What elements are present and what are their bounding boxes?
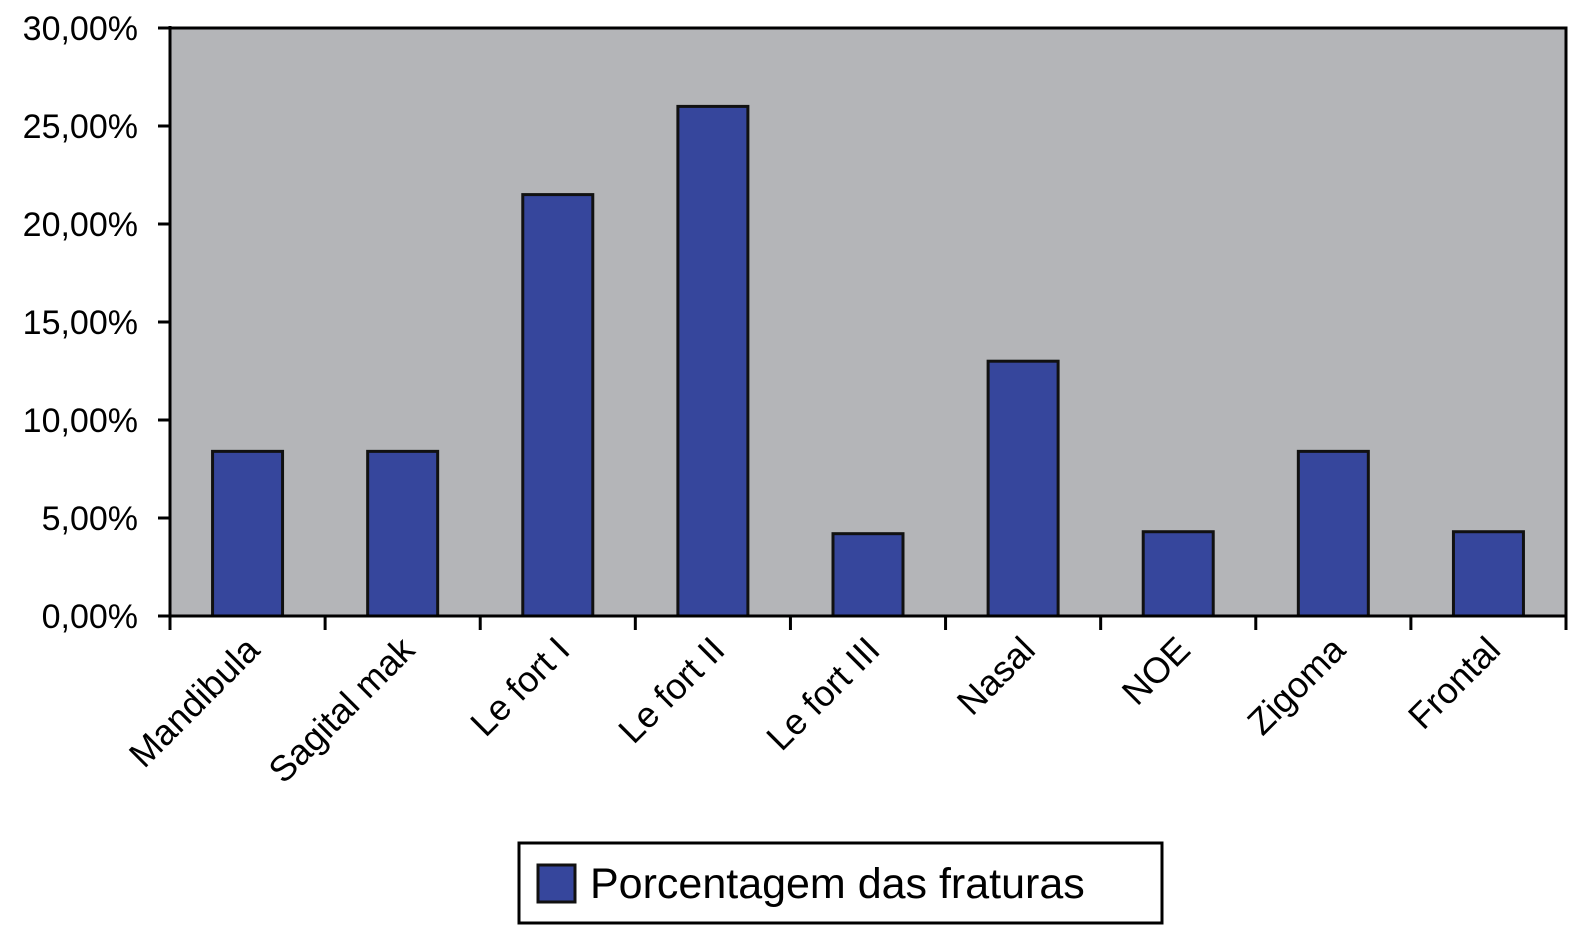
bar-nasal	[986, 359, 1060, 618]
x-tick-label: Nasal	[949, 629, 1043, 723]
y-tick-label: 30,00%	[23, 10, 138, 48]
y-axis-ticks: 0,00% 5,00% 10,00% 15,00% 20,00% 25,00% 30,00%	[23, 10, 170, 636]
y-tick-label: 10,00%	[23, 402, 138, 440]
x-tick-label: Sagital mak	[260, 628, 423, 791]
legend-box	[517, 841, 1164, 925]
y-tick-label: 25,00%	[23, 108, 138, 146]
legend-label: Porcentagem das fraturas	[590, 860, 1085, 908]
y-tick-label: 5,00%	[42, 500, 138, 538]
x-tick-label: Frontal	[1400, 629, 1508, 737]
bar-zigoma	[1296, 449, 1370, 618]
x-tick-label: Le fort II	[610, 629, 732, 751]
y-tick-label: 15,00%	[23, 304, 138, 342]
bar-noe	[1141, 530, 1215, 618]
bars-group	[211, 104, 1525, 618]
bar-frontal	[1451, 530, 1525, 618]
y-tick-label: 20,00%	[23, 206, 138, 244]
bar-mandibula	[211, 449, 285, 618]
bar-le-fort-ii	[676, 104, 750, 618]
x-tick-label: Le fort I	[462, 629, 577, 744]
x-tick-label: NOE	[1114, 629, 1198, 713]
bar-le-fort-iii	[831, 532, 905, 618]
legend: Porcentagem das fraturas	[517, 841, 1164, 925]
y-tick-label: 0,00%	[42, 598, 138, 636]
x-tick-label: Zigoma	[1239, 628, 1354, 743]
bar-le-fort-i	[521, 193, 595, 618]
legend-swatch	[536, 863, 577, 904]
bar-sagital-mak	[366, 449, 440, 618]
x-tick-label: Mandibula	[121, 628, 268, 775]
x-tick-label: Le fort III	[758, 629, 887, 758]
